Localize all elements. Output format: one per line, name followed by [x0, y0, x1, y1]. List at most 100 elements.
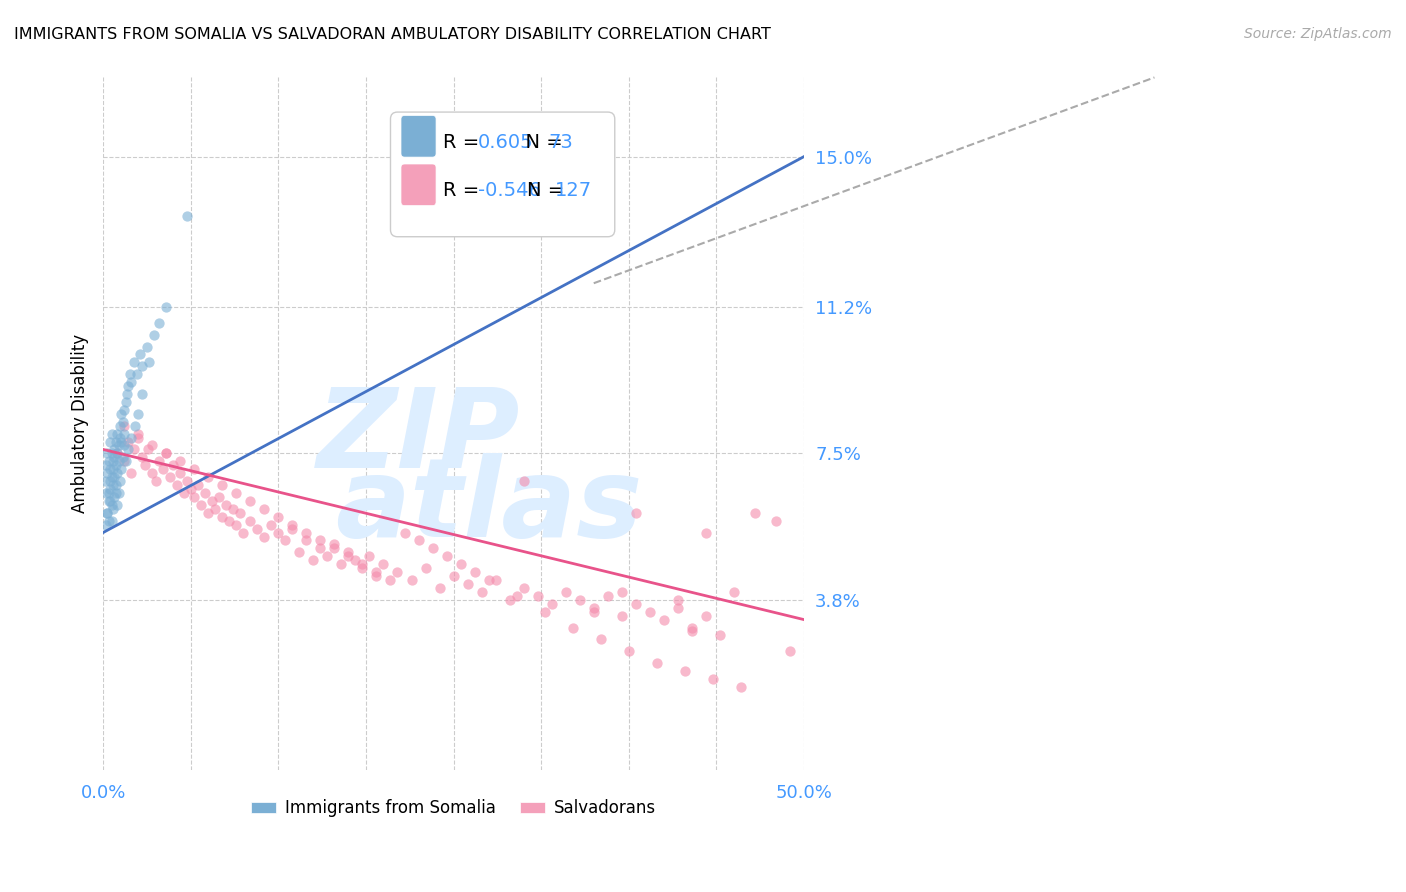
Point	[169, 466, 191, 480]
Point	[96, 506, 118, 520]
Point	[211, 509, 233, 524]
Point	[267, 509, 290, 524]
Point	[387, 565, 409, 579]
Point	[330, 558, 353, 572]
Text: -0.546: -0.546	[478, 181, 541, 201]
Point	[295, 533, 318, 548]
Point	[617, 644, 640, 658]
Point	[105, 446, 128, 460]
Text: ZIP: ZIP	[316, 384, 520, 491]
Point	[373, 558, 395, 572]
Point	[98, 462, 121, 476]
Point	[540, 597, 562, 611]
Point	[176, 474, 198, 488]
Point	[96, 446, 118, 460]
Point	[101, 462, 124, 476]
Point	[337, 549, 360, 564]
Point	[394, 525, 416, 540]
Point	[337, 545, 360, 559]
Point	[187, 478, 209, 492]
Point	[610, 585, 633, 599]
Point	[148, 316, 170, 330]
Point	[344, 553, 367, 567]
Point	[117, 442, 139, 457]
Point	[176, 209, 198, 223]
Point	[112, 426, 135, 441]
Point	[309, 541, 332, 556]
FancyBboxPatch shape	[401, 116, 436, 157]
Text: atlas: atlas	[335, 453, 643, 560]
Legend: Immigrants from Somalia, Salvadorans: Immigrants from Somalia, Salvadorans	[245, 793, 662, 824]
Point	[104, 458, 127, 473]
Point	[96, 466, 118, 480]
Point	[450, 558, 472, 572]
Point	[114, 395, 136, 409]
Point	[142, 327, 165, 342]
Point	[108, 431, 131, 445]
Point	[105, 466, 128, 480]
Point	[104, 478, 127, 492]
Point	[666, 600, 689, 615]
Point	[681, 624, 703, 639]
Point	[94, 486, 117, 500]
Point	[103, 450, 125, 465]
Point	[194, 486, 217, 500]
Point	[260, 517, 283, 532]
Point	[645, 656, 668, 670]
Point	[112, 418, 135, 433]
Point	[93, 474, 115, 488]
Point	[666, 592, 689, 607]
Point	[105, 446, 128, 460]
Point	[582, 600, 605, 615]
Point	[709, 628, 731, 642]
Point	[104, 434, 127, 449]
Point	[498, 592, 520, 607]
Point	[596, 589, 619, 603]
Point	[702, 672, 724, 686]
Point	[225, 486, 247, 500]
Point	[253, 529, 276, 543]
Point	[180, 482, 202, 496]
Point	[98, 434, 121, 449]
Point	[681, 621, 703, 635]
Point	[117, 434, 139, 449]
Point	[359, 549, 381, 564]
Point	[253, 501, 276, 516]
Point	[232, 525, 254, 540]
Point	[352, 561, 374, 575]
Point	[100, 498, 122, 512]
Point	[288, 545, 311, 559]
Point	[267, 525, 290, 540]
Point	[127, 407, 149, 421]
Point	[148, 454, 170, 468]
Point	[111, 450, 134, 465]
Point	[135, 340, 157, 354]
Point	[197, 506, 219, 520]
Point	[134, 458, 156, 473]
Point	[141, 466, 163, 480]
Point	[152, 462, 174, 476]
Point	[779, 644, 801, 658]
Point	[215, 498, 238, 512]
Point	[138, 355, 160, 369]
Point	[166, 478, 188, 492]
Point	[366, 569, 388, 583]
Point	[695, 525, 717, 540]
Point	[457, 577, 479, 591]
Point	[211, 478, 233, 492]
Point	[94, 458, 117, 473]
Point	[274, 533, 297, 548]
Point	[309, 533, 332, 548]
Point	[183, 462, 205, 476]
Point	[97, 454, 120, 468]
Point	[624, 597, 647, 611]
Point	[98, 482, 121, 496]
Point	[127, 426, 149, 441]
Point	[107, 454, 129, 468]
Text: IMMIGRANTS FROM SOMALIA VS SALVADORAN AMBULATORY DISABILITY CORRELATION CHART: IMMIGRANTS FROM SOMALIA VS SALVADORAN AM…	[14, 27, 770, 42]
Point	[125, 368, 148, 382]
Point	[127, 431, 149, 445]
Text: N =: N =	[513, 133, 569, 152]
Point	[218, 514, 240, 528]
Text: N =: N =	[527, 181, 571, 201]
